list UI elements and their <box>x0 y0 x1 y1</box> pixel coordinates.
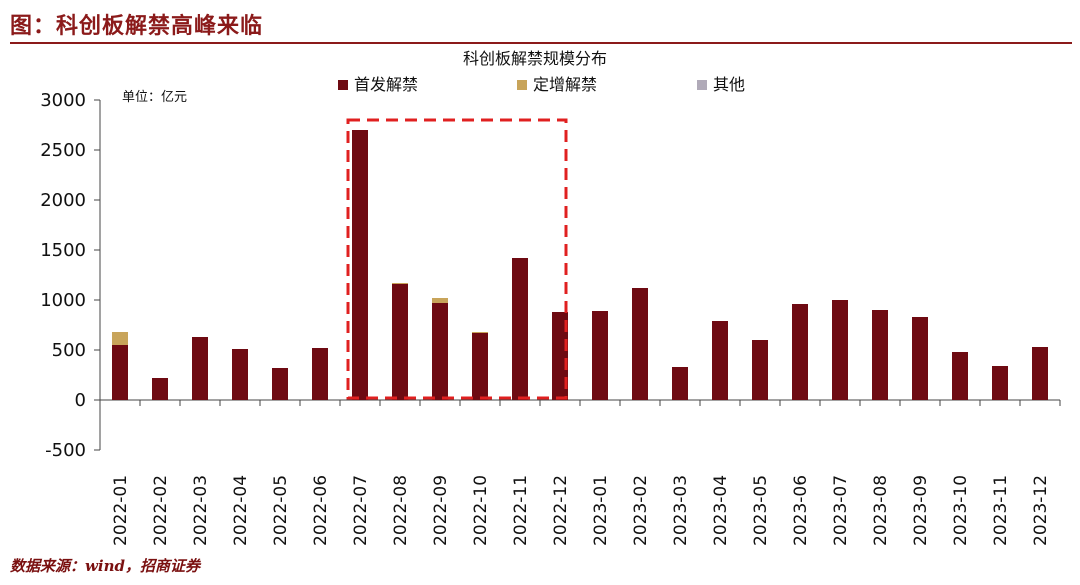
bar <box>552 312 568 400</box>
x-tick-label: 2022-11 <box>511 475 531 546</box>
x-tick-label: 2023-08 <box>871 475 891 546</box>
x-tick-label: 2023-11 <box>991 475 1011 546</box>
x-tick-label: 2022-04 <box>231 475 251 546</box>
x-tick-label: 2023-09 <box>911 475 931 546</box>
x-tick-label: 2022-08 <box>391 475 411 546</box>
bar <box>512 258 528 400</box>
bar <box>472 332 488 333</box>
x-tick-label: 2023-10 <box>951 475 971 546</box>
y-tick-label: 500 <box>52 340 86 361</box>
highlight-box <box>346 118 568 400</box>
bar <box>1032 347 1048 400</box>
x-tick-label: 2023-02 <box>631 475 651 546</box>
bar <box>912 317 928 400</box>
bar <box>152 378 168 400</box>
x-tick-label: 2022-10 <box>471 475 491 546</box>
chart-container: 科创板解禁规模分布首发解禁 定增解禁 其他单位：亿元 -500 0 500 1000 1500… <box>0 44 1080 559</box>
bar <box>432 298 448 303</box>
bar <box>592 311 608 400</box>
x-tick-label: 2022-02 <box>151 475 171 546</box>
bar <box>632 288 648 400</box>
bar <box>832 300 848 400</box>
bar <box>232 349 248 400</box>
legend-swatch <box>697 80 707 90</box>
y-tick-label: 1000 <box>40 290 86 311</box>
x-tick-label: 2023-05 <box>751 475 771 546</box>
bar <box>672 367 688 400</box>
bar <box>712 321 728 400</box>
x-tick-label: 2023-12 <box>1031 475 1051 546</box>
bar <box>272 368 288 400</box>
x-tick-label: 2022-06 <box>311 475 331 546</box>
bar <box>392 284 408 400</box>
x-tick-label: 2023-03 <box>671 475 691 546</box>
x-tick-label: 2023-01 <box>591 475 611 546</box>
chart-title: 科创板解禁规模分布 <box>463 49 607 68</box>
title-rule <box>10 42 1072 44</box>
x-tick-label: 2022-05 <box>271 475 291 546</box>
bar <box>992 366 1008 400</box>
bar <box>752 340 768 400</box>
legend-label: 定增解禁 <box>533 75 597 94</box>
legend-swatch <box>338 80 348 90</box>
bar <box>872 310 888 400</box>
x-tick-label: 2023-04 <box>711 475 731 546</box>
y-tick-label: 2000 <box>40 190 86 211</box>
x-tick-label: 2022-07 <box>351 475 371 546</box>
legend-swatch <box>517 80 527 90</box>
y-tick-label: 1500 <box>40 240 86 261</box>
x-tick-label: 2022-01 <box>111 475 131 546</box>
bar <box>312 348 328 400</box>
x-tick-label: 2022-03 <box>191 475 211 546</box>
bar <box>112 332 128 345</box>
y-tick-label: 2500 <box>40 140 86 161</box>
bar <box>472 333 488 400</box>
legend-label: 其他 <box>713 75 745 94</box>
y-tick-label: -500 <box>45 440 86 461</box>
bar <box>192 337 208 400</box>
y-tick-label: 0 <box>75 390 86 411</box>
x-tick-label: 2023-06 <box>791 475 811 546</box>
y-tick-label: 3000 <box>40 90 86 111</box>
figure-title: 图：科创板解禁高峰来临 <box>10 14 264 39</box>
bar <box>352 130 368 400</box>
bar <box>952 352 968 400</box>
x-tick-label: 2023-07 <box>831 475 851 546</box>
unit-label: 单位：亿元 <box>122 90 187 105</box>
source-note: 数据来源：wind，招商证券 <box>10 557 201 575</box>
x-tick-label: 2022-12 <box>551 475 571 546</box>
bar <box>112 345 128 400</box>
legend-label: 首发解禁 <box>354 75 418 94</box>
bar <box>792 304 808 400</box>
bar <box>432 303 448 400</box>
bar <box>392 283 408 284</box>
x-tick-label: 2022-09 <box>431 475 451 546</box>
